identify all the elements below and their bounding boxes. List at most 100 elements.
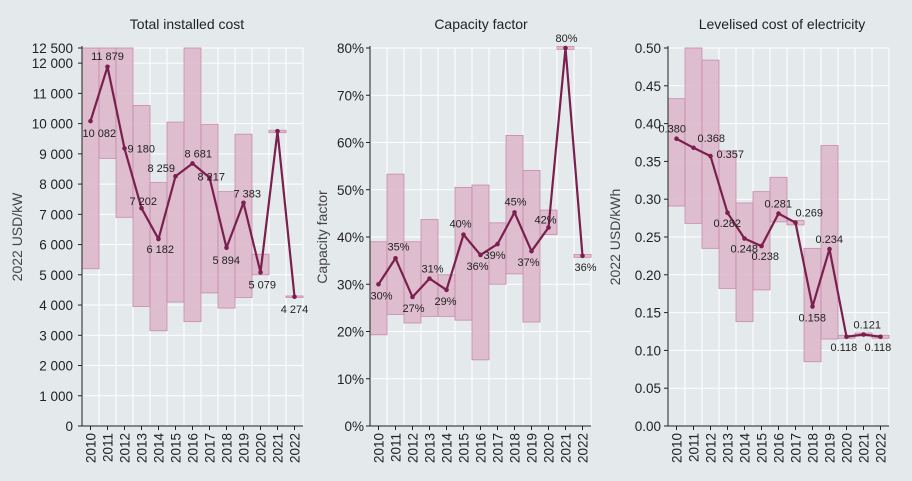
data-label: 39% xyxy=(484,250,506,262)
x-tick-label: 2012 xyxy=(118,433,133,463)
x-tick-label: 2022 xyxy=(288,433,303,463)
x-tick-label: 2020 xyxy=(542,433,557,463)
x-tick-label: 2013 xyxy=(423,433,438,463)
x-tick-label: 2014 xyxy=(152,433,167,464)
y-tick-label: 0.25 xyxy=(635,230,661,245)
data-label: 0.368 xyxy=(698,133,726,145)
y-tick-label: 0.30 xyxy=(635,192,661,207)
range-band xyxy=(166,121,185,303)
data-point xyxy=(580,253,585,259)
data-point xyxy=(241,200,246,206)
data-label: 8 259 xyxy=(148,163,176,175)
data-label: 30% xyxy=(371,290,393,302)
range-band xyxy=(667,98,686,207)
data-point xyxy=(861,332,866,337)
y-tick-label: 0.05 xyxy=(635,381,661,396)
x-tick-label: 2011 xyxy=(101,433,116,462)
data-label: 37% xyxy=(518,257,540,269)
data-point xyxy=(393,255,398,261)
data-point xyxy=(512,210,517,215)
range-band xyxy=(820,145,839,340)
range-band xyxy=(752,191,771,291)
data-label: 0.118 xyxy=(865,342,892,354)
data-label: 40% xyxy=(450,219,472,231)
data-label: 8 217 xyxy=(198,172,226,184)
x-tick-label: 2016 xyxy=(186,433,201,463)
y-tick-label: 50% xyxy=(337,183,364,198)
x-tick-label: 2011 xyxy=(687,433,702,462)
range-band xyxy=(234,133,253,298)
data-label: 0.238 xyxy=(752,251,780,263)
range-band xyxy=(769,176,788,223)
y-tick-label: 0.10 xyxy=(635,343,661,358)
chart-title: Capacity factor xyxy=(434,16,528,32)
range-band xyxy=(369,241,388,336)
data-label: 0.121 xyxy=(854,320,882,332)
data-point xyxy=(529,248,534,254)
data-label: 35% xyxy=(388,241,410,253)
x-tick-label: 2015 xyxy=(457,433,472,463)
data-point xyxy=(478,252,483,258)
y-tick-label: 40% xyxy=(337,230,364,245)
data-label: 0.269 xyxy=(796,208,824,220)
data-label: 31% xyxy=(422,264,444,276)
x-tick-label: 2010 xyxy=(670,433,685,463)
y-tick-label: 70% xyxy=(337,88,364,103)
data-point xyxy=(827,246,832,252)
data-point xyxy=(878,334,883,340)
y-tick-label: 11 000 xyxy=(33,86,73,101)
y-tick-label: 0.00 xyxy=(635,419,661,434)
x-tick-label: 2016 xyxy=(474,433,489,463)
x-tick-label: 2014 xyxy=(440,433,455,464)
x-tick-label: 2021 xyxy=(857,433,872,463)
x-tick-label: 2018 xyxy=(508,433,523,463)
y-tick-label: 0.50 xyxy=(635,41,661,56)
data-label: 36% xyxy=(467,261,489,273)
data-label: 0.158 xyxy=(799,313,827,325)
data-point xyxy=(292,294,297,300)
y-tick-label: 0.35 xyxy=(635,154,661,169)
data-point xyxy=(495,241,500,247)
y-tick-label: 0% xyxy=(344,419,364,434)
data-label: 5 079 xyxy=(249,279,277,291)
y-tick-label: 6 000 xyxy=(39,238,73,253)
y-tick-label: 80% xyxy=(337,41,364,56)
x-tick-label: 2021 xyxy=(559,433,574,463)
data-point xyxy=(725,210,730,216)
data-label: 10 082 xyxy=(83,128,117,140)
y-tick-label: 20% xyxy=(337,325,364,340)
data-label: 0.282 xyxy=(714,218,742,230)
y-tick-label: 4 000 xyxy=(39,298,73,313)
data-label: 0.380 xyxy=(659,124,687,136)
x-tick-label: 2010 xyxy=(84,433,99,463)
y-tick-label: 8 000 xyxy=(39,177,73,192)
y-axis-label: 2022 USD/kWh xyxy=(607,189,623,285)
data-point xyxy=(156,236,161,242)
data-label: 4 274 xyxy=(281,304,309,316)
data-point xyxy=(207,175,212,180)
range-band xyxy=(81,47,100,270)
data-label: 7 202 xyxy=(130,196,158,208)
data-label: 11 879 xyxy=(91,51,124,63)
data-point xyxy=(810,304,815,309)
x-tick-label: 2012 xyxy=(406,433,421,463)
x-tick-label: 2012 xyxy=(704,433,719,463)
x-tick-label: 2015 xyxy=(169,433,184,463)
data-label: 7 383 xyxy=(234,189,262,201)
data-point xyxy=(105,64,110,70)
chart-title: Total installed cost xyxy=(130,16,245,32)
x-tick-label: 2021 xyxy=(271,433,286,463)
y-axis-label: Capacity factor xyxy=(314,190,330,284)
y-tick-label: 10% xyxy=(337,372,364,387)
range-band xyxy=(183,47,202,323)
data-point xyxy=(844,334,849,340)
data-point xyxy=(427,276,432,281)
x-tick-label: 2014 xyxy=(738,433,753,464)
y-tick-label: 1 000 xyxy=(39,389,73,404)
data-point xyxy=(139,205,144,211)
data-point xyxy=(190,161,195,166)
data-point xyxy=(258,270,263,275)
y-tick-label: 0.45 xyxy=(635,79,661,94)
y-tick-label: 30% xyxy=(337,277,364,292)
data-point xyxy=(742,236,747,241)
